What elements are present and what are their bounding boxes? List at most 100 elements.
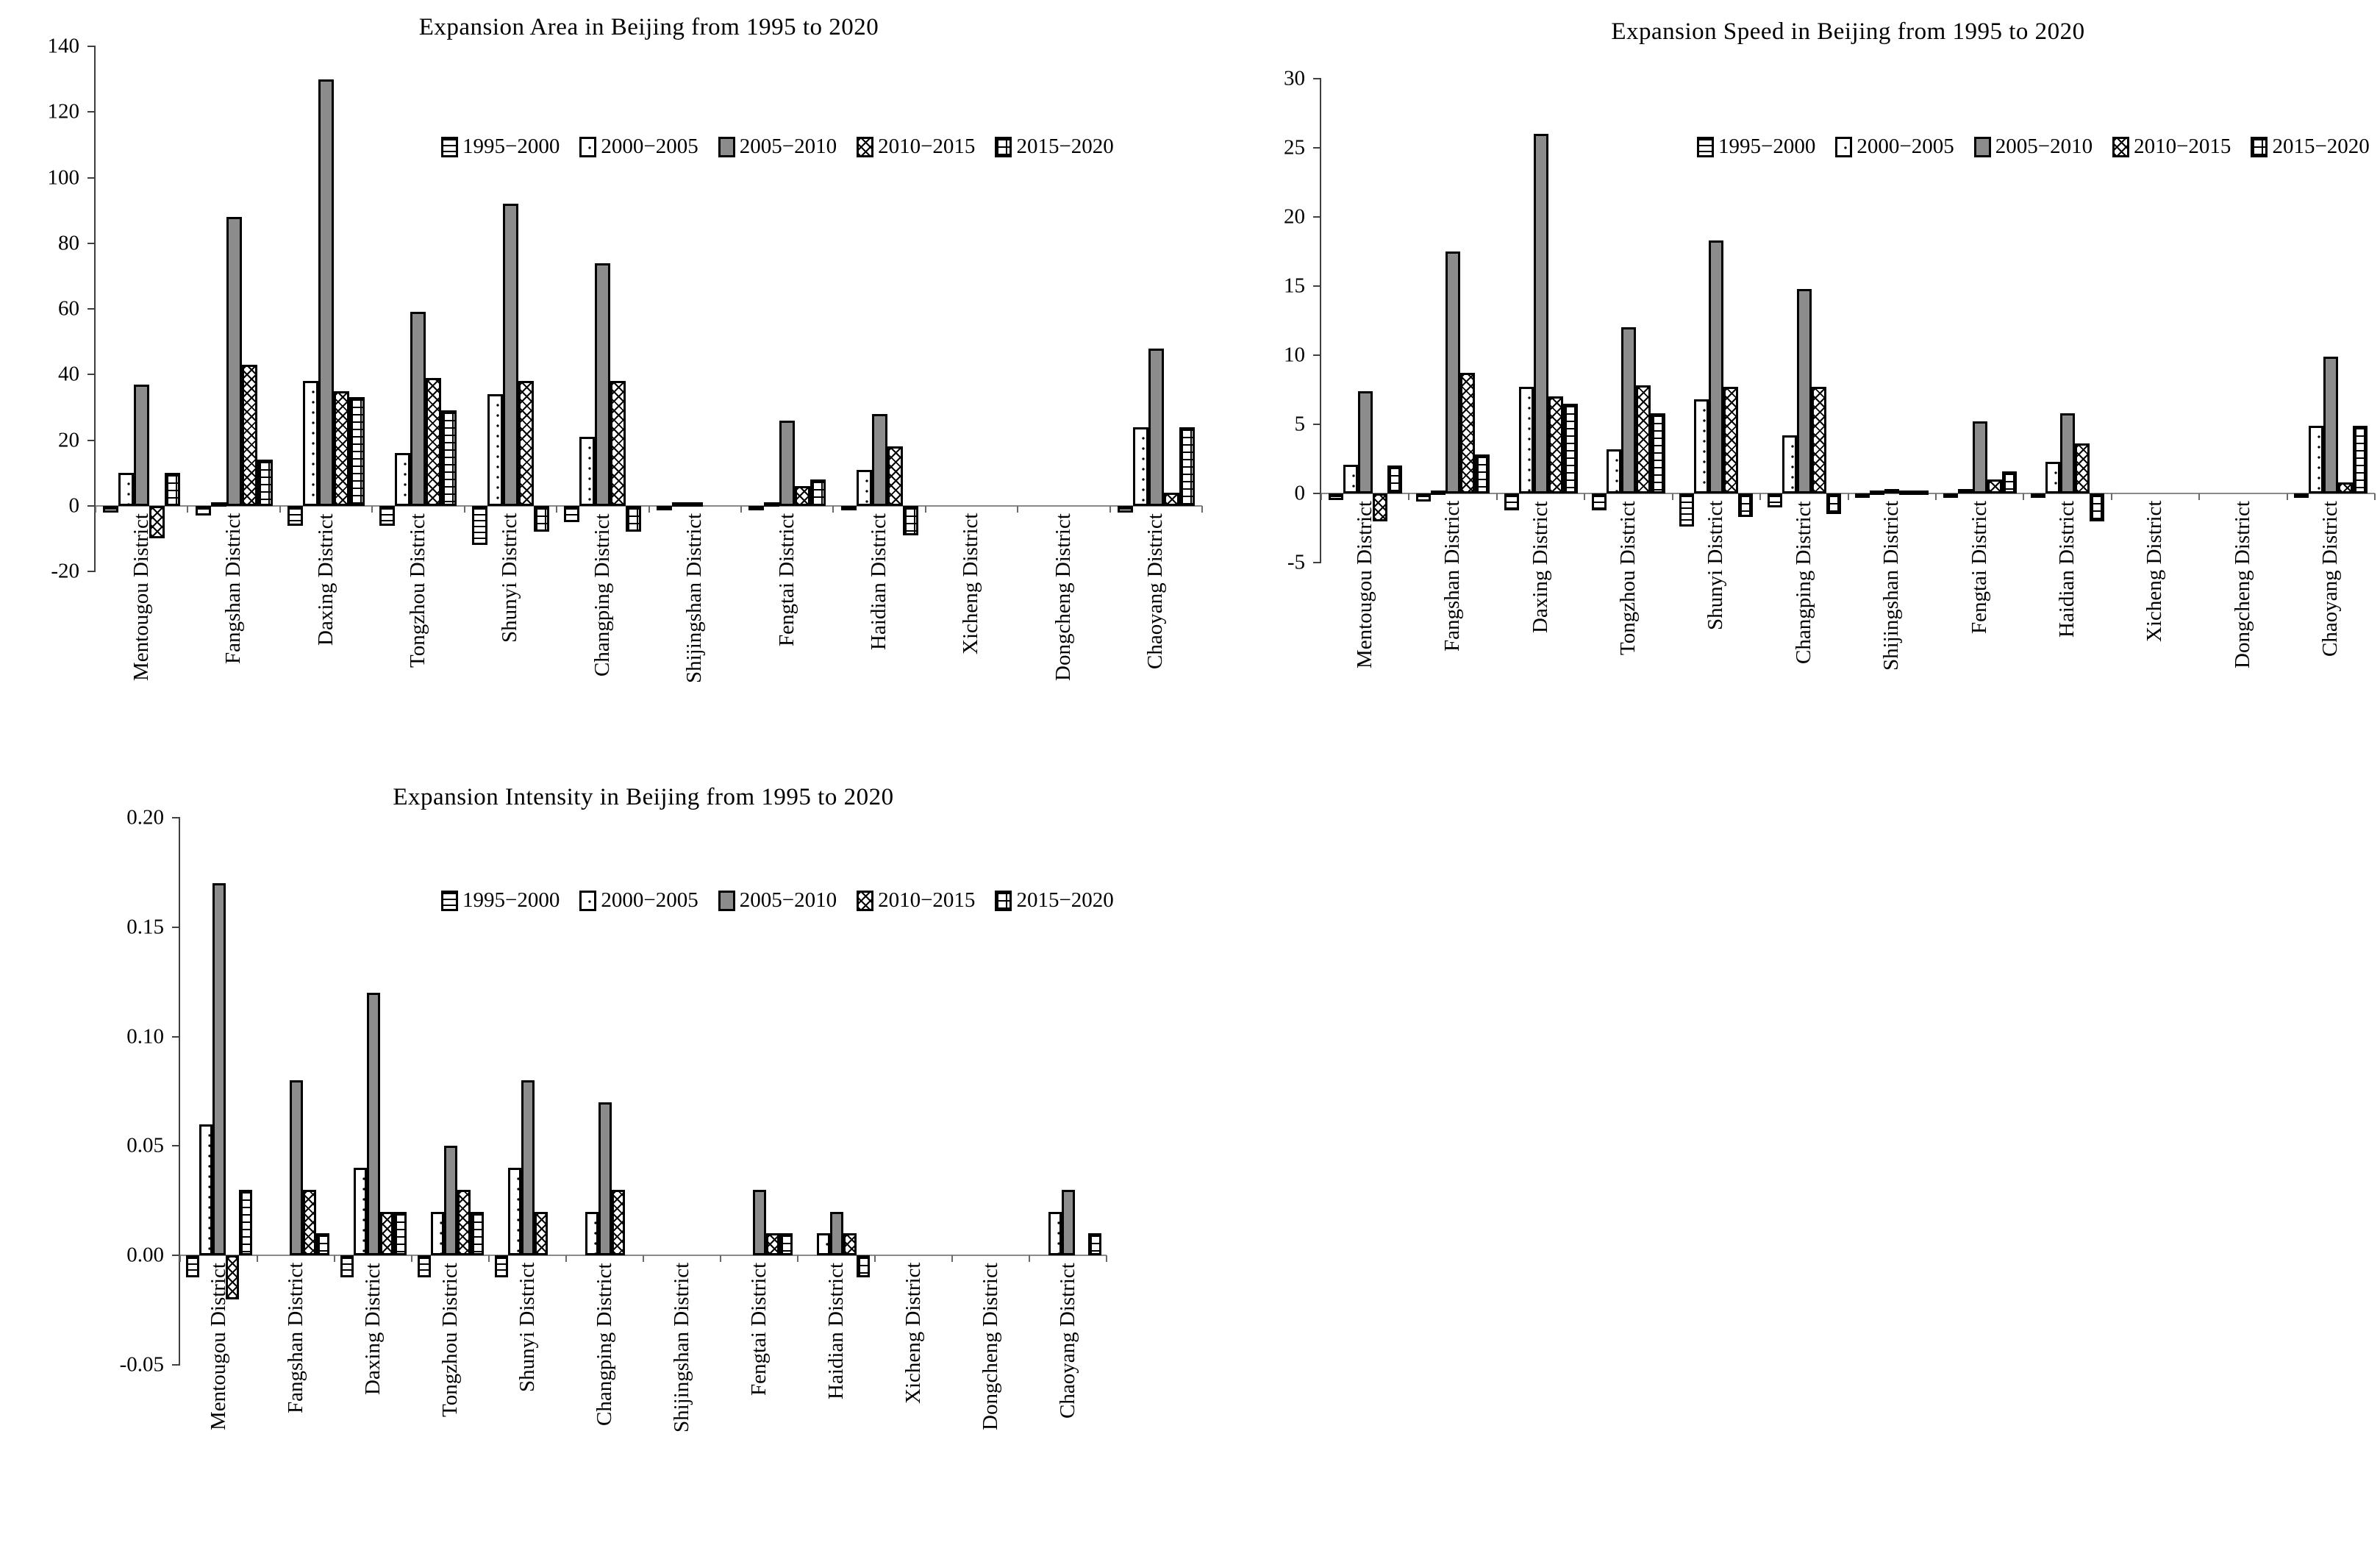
y-axis-tick-label: 60 — [58, 296, 79, 321]
x-axis-label: Shunyi District — [498, 513, 522, 643]
bar — [610, 381, 626, 506]
bar — [353, 1168, 367, 1256]
bar — [340, 1255, 354, 1277]
y-axis-tick-label: 25 — [1284, 135, 1305, 160]
bar — [195, 505, 211, 516]
x-axis-label: Tongzhou District — [405, 513, 429, 668]
brick-pattern-swatch-icon — [995, 136, 1012, 157]
bar — [1738, 493, 1754, 517]
category-tick — [556, 505, 558, 513]
bar — [748, 505, 765, 510]
bar — [487, 394, 503, 506]
bar — [494, 1255, 508, 1277]
bar — [829, 1211, 843, 1256]
x-axis-label: Shijingshan District — [1879, 501, 1904, 671]
y-axis-tick-label: 0 — [68, 493, 80, 518]
x-axis-label: Shunyi District — [1704, 501, 1728, 631]
y-axis-tick — [172, 1255, 180, 1257]
category-tick — [257, 1255, 258, 1263]
bar — [410, 312, 426, 506]
y-axis-tick — [1313, 562, 1321, 563]
bar — [457, 1189, 471, 1256]
bar — [1061, 1189, 1075, 1256]
bar — [765, 1233, 779, 1256]
bar — [871, 413, 887, 506]
bar — [840, 505, 857, 510]
category-tick — [1029, 1255, 1030, 1263]
bar — [856, 1255, 870, 1277]
legend-label: 2005−2010 — [1995, 135, 2093, 158]
x-axis-label: Fangshan District — [1440, 501, 1465, 652]
x-axis-label: Fangshan District — [283, 1263, 307, 1414]
x-axis-label: Haidian District — [2055, 501, 2079, 638]
bar — [149, 505, 165, 539]
legend-item: 2015−2020 — [995, 888, 1114, 913]
y-axis-tick-label: 0.05 — [126, 1133, 164, 1157]
bar — [1826, 493, 1841, 515]
category-tick — [2286, 493, 2288, 500]
category-tick — [1201, 505, 1203, 513]
x-axis-label: Shijingshan District — [682, 513, 707, 683]
bar — [393, 1211, 407, 1256]
y-axis-tick — [1313, 424, 1321, 425]
bar — [1533, 134, 1548, 493]
y-axis-tick — [87, 374, 96, 376]
cross-pattern-swatch-icon — [857, 136, 874, 157]
y-axis-tick-label: -20 — [51, 559, 79, 583]
bar — [1445, 251, 1461, 493]
bar — [2075, 443, 2090, 493]
bar — [902, 505, 918, 535]
bar — [1132, 427, 1148, 506]
y-axis-tick — [172, 1145, 180, 1147]
bar — [1723, 387, 1739, 493]
category-tick — [874, 1255, 876, 1263]
solid-pattern-swatch-icon — [1973, 136, 1991, 157]
x-axis-label: Daxing District — [360, 1263, 385, 1395]
bar — [103, 505, 119, 513]
x-axis-label: Fengtai District — [746, 1263, 771, 1396]
x-axis-label: Xicheng District — [2143, 501, 2167, 643]
bar — [1416, 493, 1432, 502]
y-axis-tick — [1313, 354, 1321, 356]
bar — [1148, 348, 1164, 506]
cross-pattern-swatch-icon — [2112, 136, 2130, 157]
x-axis-label: Mentougou District — [206, 1263, 230, 1431]
bar — [1357, 390, 1373, 493]
bar — [843, 1233, 857, 1256]
y-axis-tick — [1313, 216, 1321, 218]
bar — [779, 420, 796, 506]
dots-pattern-swatch-icon — [1835, 136, 1853, 157]
y-axis-tick-label: 0.20 — [126, 805, 164, 830]
bar — [303, 381, 319, 506]
bar — [366, 993, 380, 1256]
bar — [611, 1189, 625, 1256]
bar — [241, 364, 257, 506]
legend-item: 1995−2000 — [441, 135, 560, 159]
y-axis-tick — [1313, 285, 1321, 287]
bar — [2001, 471, 2017, 493]
bar — [579, 437, 596, 506]
bar — [226, 217, 242, 506]
y-axis-tick-label: 30 — [1284, 66, 1305, 90]
legend-item: 2015−2020 — [995, 135, 1114, 159]
legend-item: 2005−2010 — [1973, 135, 2093, 159]
bar — [1782, 435, 1797, 493]
legend-label: 1995−2000 — [462, 888, 560, 912]
x-axis-label: Dongcheng District — [1051, 513, 1075, 681]
x-axis-label: Xicheng District — [901, 1263, 925, 1405]
bar — [417, 1255, 431, 1277]
chart-title-expansion-area: Expansion Area in Beijing from 1995 to 2… — [418, 14, 879, 40]
bar — [1870, 490, 1885, 495]
bar — [1548, 396, 1563, 493]
category-tick — [488, 1255, 490, 1263]
hlines-pattern-swatch-icon — [1697, 136, 1714, 157]
legend-label: 2010−2015 — [878, 135, 976, 158]
y-axis-tick — [87, 504, 96, 507]
bar — [2309, 425, 2324, 493]
bar — [210, 502, 226, 507]
y-axis-tick — [1313, 78, 1321, 79]
legend-item: 2000−2005 — [579, 888, 698, 913]
bar — [1767, 493, 1782, 507]
x-axis-label: Fangshan District — [221, 513, 246, 665]
category-tick — [371, 505, 374, 513]
